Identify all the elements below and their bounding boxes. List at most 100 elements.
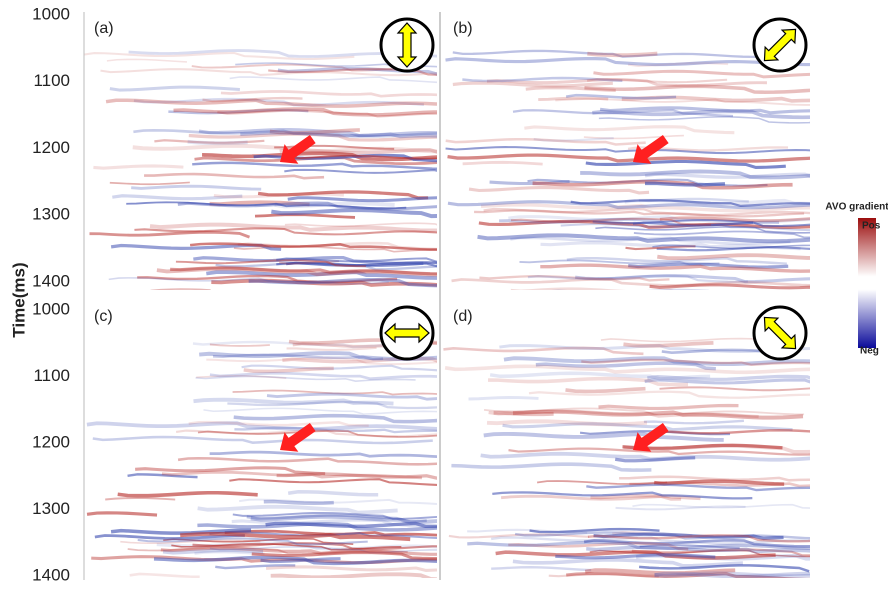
reflector [551,288,710,290]
reflector [633,230,810,239]
reflector [452,49,793,59]
reflector [493,410,554,417]
reflector [639,544,740,549]
reflector [237,241,437,251]
reflector [92,435,433,445]
reflector [89,230,250,239]
reflector [623,444,810,454]
panel-label: (b) [453,20,473,37]
reflector [592,218,810,228]
reflector [644,181,726,187]
reflector [196,374,287,379]
reflector [197,522,437,532]
reflector [492,491,753,500]
reflector [445,137,646,146]
reflector [500,494,682,501]
reflector [120,539,261,545]
orientation-arrow [384,322,430,344]
reflector [565,386,646,394]
reflector [268,67,437,76]
reflector [109,85,240,92]
reflector [536,480,668,485]
colorbar-pos: Pos [862,221,881,232]
reflector [162,548,264,555]
reflector [279,148,437,155]
reflector [468,186,650,195]
reflector [443,346,644,356]
orientation-arrow [763,316,797,350]
y-tick-label: 1300 [32,205,70,224]
reflector [483,431,724,442]
reflector [632,503,810,509]
reflector [203,407,437,415]
reflector [519,259,720,266]
reflector [524,125,735,135]
reflector [171,543,402,551]
reflector [462,160,543,166]
reflector [540,241,801,251]
reflector [235,62,437,68]
reflector [233,413,437,424]
reflector [533,136,614,142]
reflector [656,246,810,252]
reflector [276,257,437,263]
y-tick-label: 1000 [32,4,70,23]
reflector [654,571,810,578]
reflector [191,63,392,72]
reflector [265,565,437,572]
reflector [192,161,437,170]
reflector [197,504,398,515]
reflector [575,274,810,284]
reflector [265,521,437,529]
reflector [644,378,810,385]
reflector [156,266,437,277]
reflector [625,245,696,251]
reflector [598,403,739,411]
reflector [510,217,711,226]
reflector [195,375,416,382]
reflector [290,154,437,160]
seismic-panel [443,337,810,578]
reflector [593,532,784,541]
reflector [188,132,437,142]
reflector [480,203,810,213]
y-tick-label: 1000 [32,299,70,318]
reflector [129,572,200,578]
reflector [502,422,793,432]
reflector [639,564,810,573]
reflector [193,397,394,406]
reflector [644,172,810,179]
reflector [508,447,810,456]
panels: (a) (b) (c) (d) [84,17,810,578]
reflector [286,346,377,351]
reflector [232,389,437,396]
reflector [560,223,810,232]
colorbar-title: AVO gradient [825,202,888,213]
reflector [619,475,810,482]
reflector [632,221,754,227]
axis-label: Time(ms) [9,262,28,337]
reflector [565,93,677,100]
reflector [624,198,810,206]
reflector [600,337,761,343]
reflector [213,192,344,199]
reflector [623,341,714,348]
reflector [168,108,309,115]
reflector [638,197,749,203]
reflector [585,159,786,170]
reflector [271,208,437,219]
reflector [154,139,265,144]
reflector [486,419,648,427]
reflector [270,572,437,578]
reflector [532,179,793,190]
reflector [584,84,810,94]
reflector [448,533,589,539]
reflector [127,473,198,479]
reflector [586,78,728,84]
reflector [175,429,437,438]
reflector [246,513,427,523]
reflector [486,78,767,88]
reflector [657,253,810,261]
reflector [133,97,425,107]
orientation-arrow [396,22,418,68]
